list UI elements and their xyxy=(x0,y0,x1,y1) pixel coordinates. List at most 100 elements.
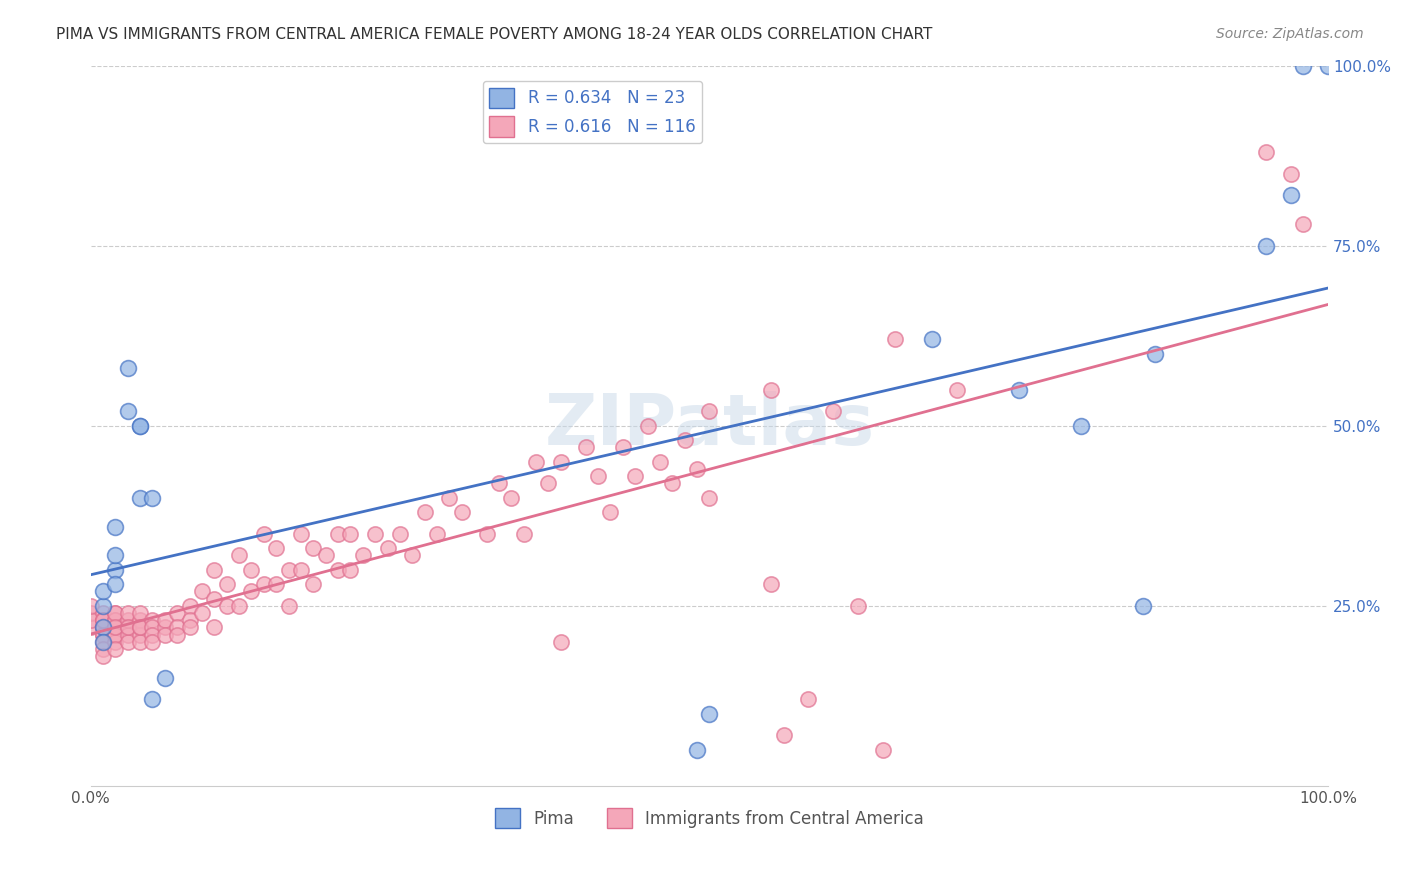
Point xyxy=(104,577,127,591)
Point xyxy=(240,563,263,577)
Point xyxy=(575,440,598,454)
Point xyxy=(228,599,250,613)
Point xyxy=(179,599,201,613)
Point xyxy=(104,627,127,641)
Point xyxy=(215,599,238,613)
Point xyxy=(1070,418,1092,433)
Point xyxy=(104,613,127,627)
Point xyxy=(104,620,127,634)
Point xyxy=(91,620,114,634)
Point xyxy=(104,613,127,627)
Point xyxy=(872,743,894,757)
Point xyxy=(1279,167,1302,181)
Point xyxy=(388,526,411,541)
Point xyxy=(79,613,101,627)
Legend: Pima, Immigrants from Central America: Pima, Immigrants from Central America xyxy=(488,801,931,835)
Point xyxy=(153,613,176,627)
Point xyxy=(586,469,609,483)
Point xyxy=(699,491,721,505)
Point xyxy=(501,491,523,505)
Point xyxy=(624,469,647,483)
Point xyxy=(91,620,114,634)
Point xyxy=(117,620,139,634)
Point xyxy=(91,649,114,664)
Point xyxy=(91,627,114,641)
Point xyxy=(104,549,127,563)
Point xyxy=(797,692,820,706)
Point xyxy=(277,599,299,613)
Point xyxy=(166,627,188,641)
Point xyxy=(191,584,214,599)
Point xyxy=(104,519,127,533)
Point xyxy=(599,505,621,519)
Point xyxy=(302,577,325,591)
Point xyxy=(661,476,683,491)
Point xyxy=(686,462,709,476)
Point xyxy=(91,620,114,634)
Point xyxy=(104,606,127,620)
Point xyxy=(141,613,163,627)
Point xyxy=(339,563,361,577)
Point xyxy=(91,606,114,620)
Point xyxy=(104,620,127,634)
Point xyxy=(550,634,572,648)
Point xyxy=(91,627,114,641)
Point xyxy=(129,491,152,505)
Point xyxy=(215,577,238,591)
Point xyxy=(91,599,114,613)
Point xyxy=(141,692,163,706)
Text: Source: ZipAtlas.com: Source: ZipAtlas.com xyxy=(1216,27,1364,41)
Point xyxy=(488,476,510,491)
Point xyxy=(91,620,114,634)
Point xyxy=(91,620,114,634)
Point xyxy=(153,671,176,685)
Point xyxy=(202,563,225,577)
Point xyxy=(761,383,783,397)
Point xyxy=(91,584,114,599)
Point xyxy=(612,440,634,454)
Point xyxy=(79,606,101,620)
Point xyxy=(439,491,461,505)
Point xyxy=(290,526,312,541)
Point xyxy=(179,613,201,627)
Point xyxy=(104,620,127,634)
Point xyxy=(475,526,498,541)
Point xyxy=(1132,599,1154,613)
Point xyxy=(377,541,399,555)
Point xyxy=(451,505,474,519)
Point xyxy=(179,620,201,634)
Point xyxy=(202,591,225,606)
Point xyxy=(1256,145,1278,159)
Point xyxy=(91,642,114,657)
Point xyxy=(117,606,139,620)
Point xyxy=(1279,188,1302,202)
Point xyxy=(129,627,152,641)
Point xyxy=(290,563,312,577)
Point xyxy=(699,404,721,418)
Point xyxy=(1317,59,1340,73)
Point xyxy=(277,563,299,577)
Point xyxy=(228,549,250,563)
Point xyxy=(129,418,152,433)
Point xyxy=(141,627,163,641)
Point xyxy=(1008,383,1031,397)
Point xyxy=(699,706,721,721)
Point xyxy=(426,526,449,541)
Point xyxy=(1143,346,1166,360)
Point xyxy=(550,455,572,469)
Point xyxy=(946,383,969,397)
Point xyxy=(129,634,152,648)
Point xyxy=(129,418,152,433)
Point xyxy=(104,642,127,657)
Point xyxy=(364,526,387,541)
Point xyxy=(166,620,188,634)
Point xyxy=(326,526,349,541)
Point xyxy=(166,606,188,620)
Point xyxy=(339,526,361,541)
Point xyxy=(240,584,263,599)
Point xyxy=(91,613,114,627)
Point xyxy=(129,620,152,634)
Point xyxy=(104,563,127,577)
Point xyxy=(686,743,709,757)
Point xyxy=(117,404,139,418)
